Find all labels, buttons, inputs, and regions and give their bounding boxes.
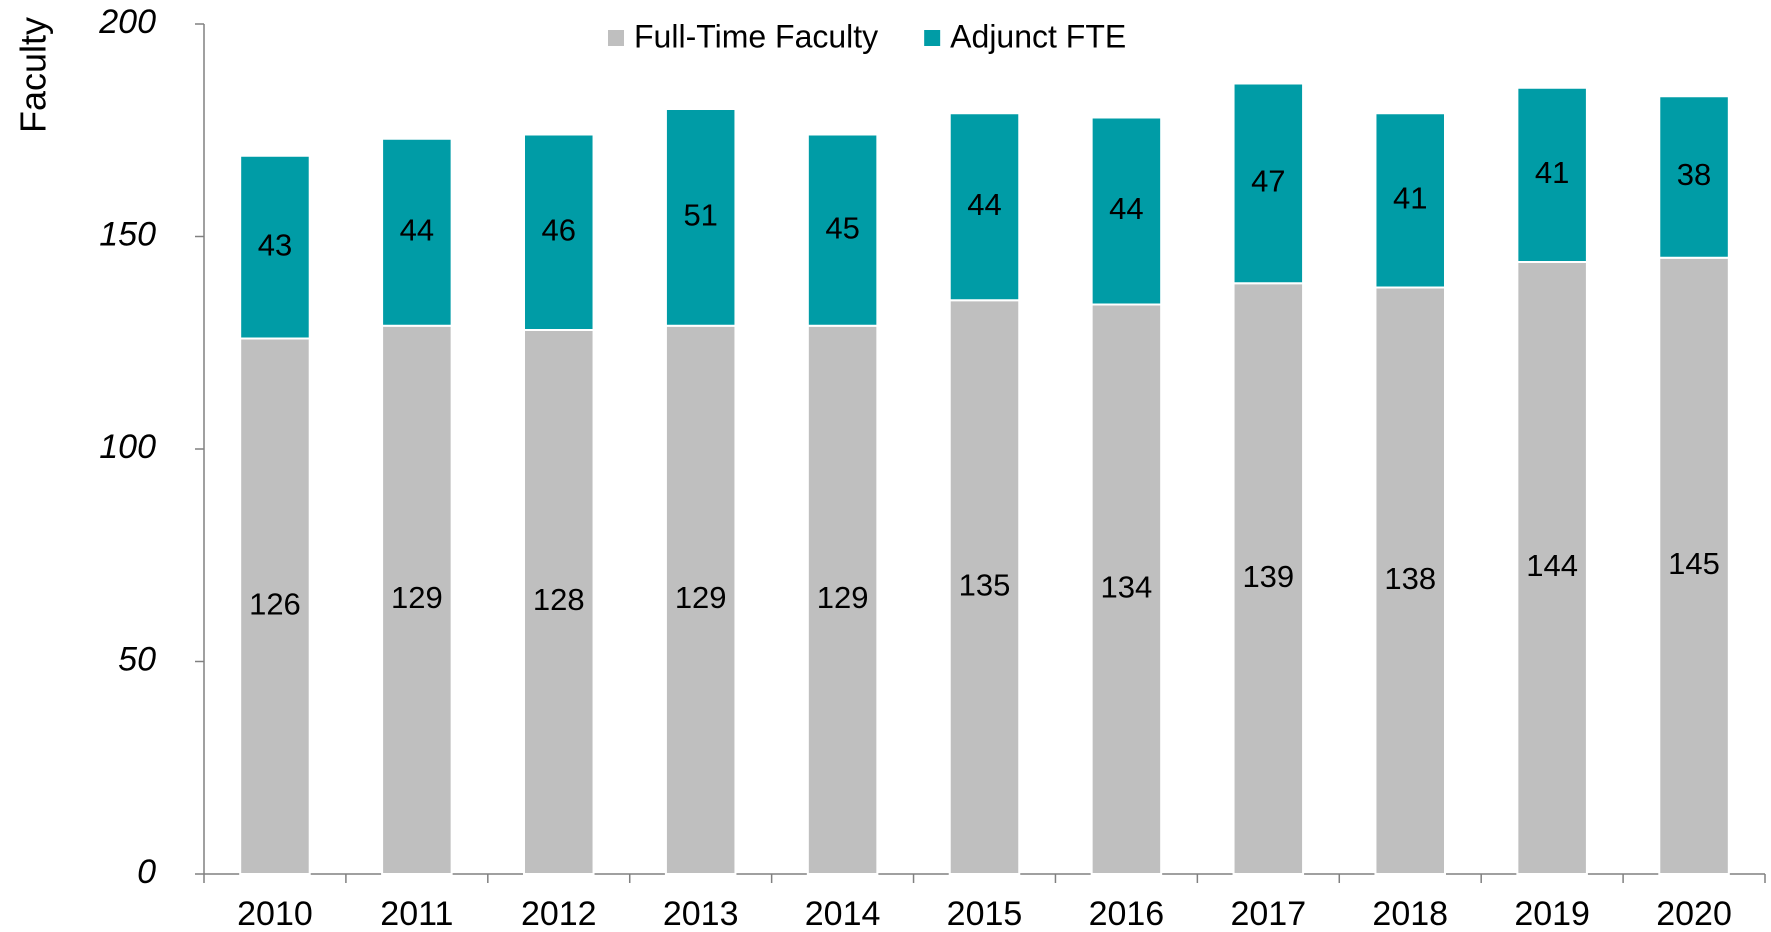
y-tick-label: 50 [118,640,156,678]
data-label: 145 [1668,546,1720,581]
data-label: 41 [1535,155,1569,190]
data-label: 144 [1526,548,1578,583]
bar-segment [1516,261,1588,875]
data-label: 129 [391,580,443,615]
x-tick-label: 2016 [1089,895,1165,932]
data-label: 46 [542,212,576,247]
bar-segment [1090,116,1163,306]
data-label: 43 [258,227,292,262]
y-axis-label: Faculty [13,17,54,133]
x-tick-label: 2019 [1514,895,1590,932]
bar-segment [381,137,453,327]
data-label: 129 [817,580,869,615]
bar-segment [1090,303,1163,875]
data-label: 51 [683,198,717,233]
bar-segment [1374,112,1446,289]
x-tick-label: 2010 [237,895,313,932]
data-label: 45 [825,210,859,245]
y-tick-label: 100 [99,428,156,466]
y-tick-label: 200 [98,3,156,41]
data-label: 44 [400,212,434,247]
bar-segment [806,133,879,327]
data-label: 38 [1677,157,1711,192]
bar-segment [806,324,879,875]
bar-segment [523,329,595,875]
legend-swatch [924,30,941,46]
data-label: 44 [967,187,1001,222]
legend-label: Full-Time Faculty [634,18,878,54]
x-tick-label: 2018 [1372,895,1448,932]
data-label: 139 [1242,559,1294,594]
y-tick-label: 150 [99,215,156,253]
data-label: 126 [249,586,301,621]
bar-segment [381,324,453,875]
bar-segment [239,154,311,340]
x-tick-label: 2015 [947,895,1023,932]
x-tick-label: 2013 [663,895,739,932]
bar-segment [1516,86,1588,263]
bar-segment [1232,82,1305,285]
data-label: 47 [1251,164,1285,199]
legend-label: Adjunct FTE [950,18,1126,54]
x-tick-label: 2014 [805,895,881,932]
y-tick-label: 0 [137,853,156,891]
data-label: 135 [959,567,1011,602]
x-tick-label: 2012 [521,895,597,932]
data-label: 129 [675,580,727,615]
bar-segment [948,112,1021,302]
x-tick-label: 2017 [1230,895,1306,932]
bar-segment [948,299,1021,875]
bar-segment [1658,95,1730,259]
bar-segment [523,133,595,331]
data-label: 44 [1109,191,1143,226]
data-label: 134 [1101,569,1153,604]
bar-segment [664,108,737,327]
x-tick-label: 2020 [1656,895,1732,932]
bar-segment [1374,286,1446,875]
data-label: 138 [1384,561,1436,596]
data-label: 128 [533,582,585,617]
bar-segment [664,324,737,875]
legend-swatch [608,30,624,46]
x-tick-label: 2011 [380,895,453,932]
data-label: 41 [1393,181,1427,216]
